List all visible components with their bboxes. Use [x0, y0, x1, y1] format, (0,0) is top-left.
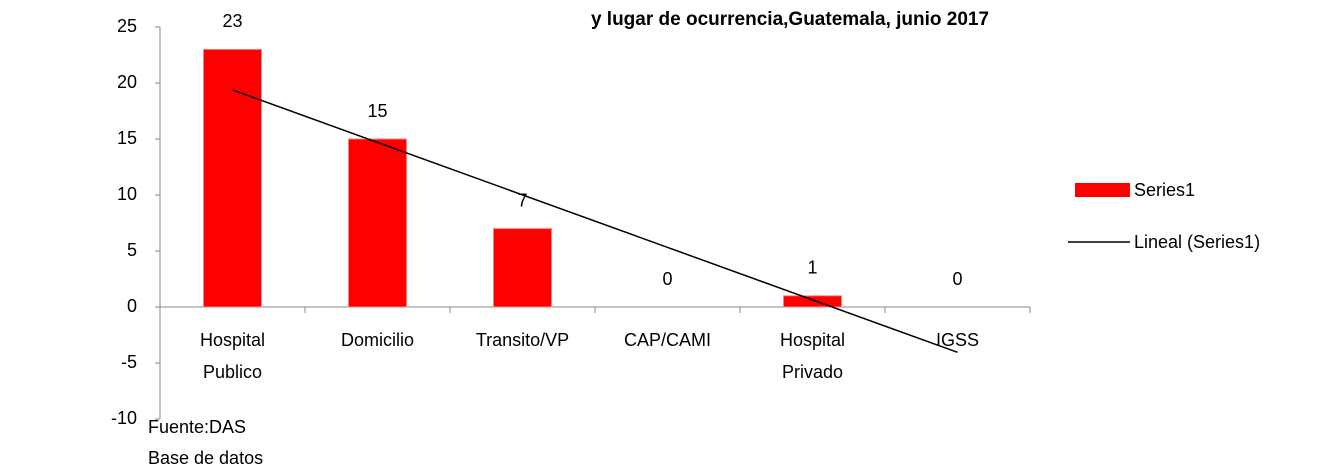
y-tick-label: -5 [121, 352, 137, 372]
x-tick-label: IGSS [936, 330, 979, 350]
data-label: 1 [807, 258, 817, 278]
y-tick-label: 15 [117, 128, 137, 148]
data-label: 0 [662, 269, 672, 289]
y-tick-label: 25 [117, 16, 137, 36]
x-tick-label: Hospital Publico [200, 330, 265, 382]
y-tick-label: 20 [117, 72, 137, 92]
bar [203, 48, 262, 308]
legend-swatch [1075, 183, 1130, 197]
bar [493, 228, 552, 308]
data-label: 7 [517, 190, 527, 210]
y-tick-label: -10 [111, 408, 137, 428]
y-tick-label: 0 [127, 296, 137, 316]
x-tick-label: Transito/VP [476, 330, 569, 350]
legend-label: Lineal (Series1) [1134, 232, 1260, 252]
x-tick-label: Domicilio [341, 330, 414, 350]
trendline [232, 89, 958, 354]
y-tick-label: 10 [117, 184, 137, 204]
bar [348, 138, 407, 308]
data-label: 15 [367, 101, 387, 121]
x-tick-label: CAP/CAMI [624, 330, 711, 350]
source-note: Base de datos [148, 448, 263, 468]
source-note: Fuente:DAS [148, 417, 246, 437]
data-label: 23 [222, 11, 242, 31]
y-tick-label: 5 [127, 240, 137, 260]
bar [783, 295, 842, 308]
legend-label: Series1 [1134, 180, 1195, 200]
chart-title: y lugar de ocurrencia,Guatemala, junio 2… [591, 9, 989, 30]
x-tick-label: Hospital Privado [780, 330, 845, 382]
data-label: 0 [952, 269, 962, 289]
